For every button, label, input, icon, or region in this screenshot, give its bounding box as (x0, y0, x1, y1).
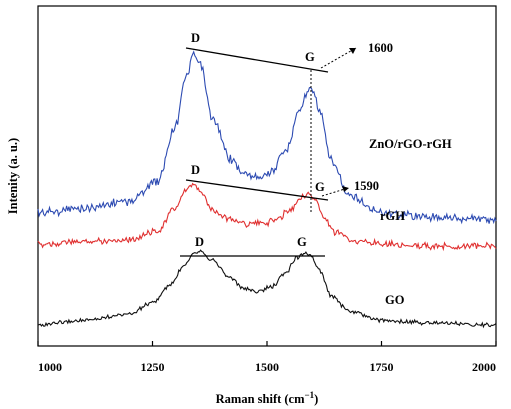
go-peak-d-label: D (195, 235, 204, 249)
zno-peak-bracket-line (185, 47, 329, 73)
rgh-shift-value: 1590 (354, 179, 379, 193)
series-label-rgh: rGH (380, 209, 405, 223)
rgh-peak-bracket-line (185, 179, 329, 201)
rgh-peak-g-label: G (315, 180, 325, 194)
zno-shift-arrowhead (349, 48, 356, 54)
x-axis-title-main: Raman shift (cm (216, 392, 305, 406)
x-tick-label-2000: 2000 (472, 360, 496, 374)
x-axis-ticks: 1000 1250 1500 1750 2000 (37, 341, 497, 374)
x-tick-label-1000: 1000 (38, 360, 62, 374)
zno-peak-d-label: D (191, 31, 200, 45)
series-label-zno: ZnO/rGO-rGH (369, 137, 452, 151)
go-peak-g-label: G (297, 235, 307, 249)
zno-peak-g-label: G (305, 50, 315, 64)
x-tick-label-1500: 1500 (255, 360, 279, 374)
series-layer (37, 50, 497, 329)
series-label-go: GO (385, 293, 405, 307)
zno-shift-value: 1600 (368, 41, 393, 55)
x-axis-title-close: ) (314, 392, 318, 406)
x-axis-title-sup: −1 (305, 390, 315, 400)
rgh-shift-arrowhead (342, 186, 349, 192)
series-line-rgh (37, 182, 497, 252)
x-axis-title: Raman shift (cm−1) (216, 390, 319, 406)
series-line-zno-rgo-rgh (37, 50, 497, 225)
rgh-peak-d-label: D (191, 163, 200, 177)
zno-shift-arrow (320, 47, 357, 69)
x-tick-label-1750: 1750 (370, 360, 394, 374)
rgh-shift-arrow (321, 187, 349, 197)
y-axis-title: Intenity (a. u.) (6, 138, 20, 214)
series-line-go (37, 249, 497, 329)
x-tick-label-1250: 1250 (141, 360, 165, 374)
